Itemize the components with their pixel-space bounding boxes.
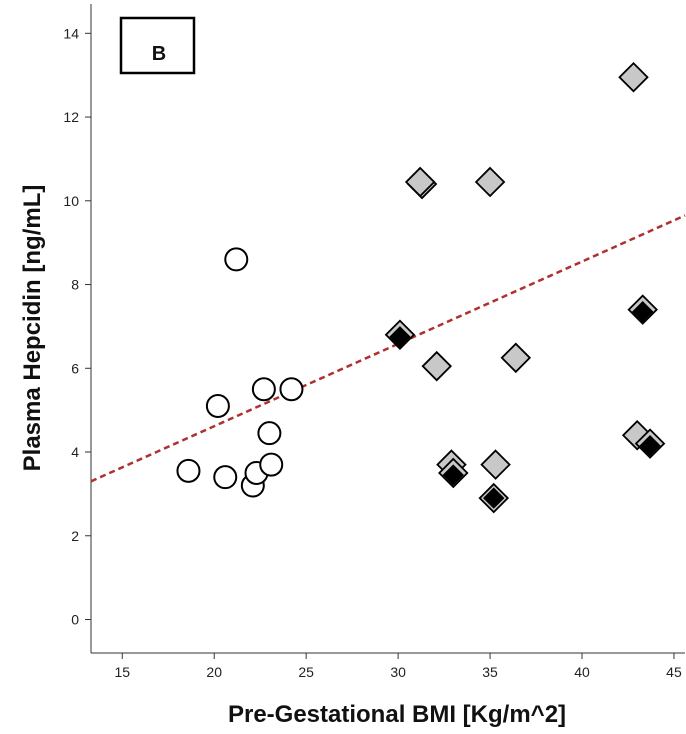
data-point-black-diamond (389, 326, 411, 348)
panel-label-box: B (119, 16, 196, 75)
data-point-gray-diamond (618, 62, 649, 93)
data-point-circle (205, 393, 230, 418)
y-tick-label: 8 (71, 277, 79, 293)
x-tick-label: 25 (298, 664, 314, 680)
y-tick-label: 0 (71, 612, 79, 628)
data-point-gray-diamond (421, 350, 453, 382)
ticks: 15 20 25 30 35 40 45 0 2 4 6 8 10 12 14 (63, 25, 682, 680)
x-tick-label: 15 (114, 664, 130, 680)
data-point-circle (279, 377, 304, 402)
data-point-circle (251, 377, 276, 402)
data-point-gray-diamond (500, 342, 532, 374)
y-tick-label: 12 (63, 109, 79, 125)
trend-line-group (90, 214, 686, 483)
trend-line (90, 214, 686, 483)
data-point-circle (176, 458, 201, 483)
data-point-gray-diamond (474, 166, 506, 198)
y-tick-label: 10 (63, 193, 79, 209)
x-axis-title: Pre-Gestational BMI [Kg/m^2] (228, 701, 566, 728)
data-point-circle (224, 247, 249, 272)
data-points (176, 62, 666, 514)
y-tick-label: 4 (71, 444, 79, 460)
y-axis-title: Plasma Hepcidin [ng/mL] (19, 185, 46, 472)
data-point-gray-diamond (480, 449, 511, 480)
y-axis-title-group: Plasma Hepcidin [ng/mL] (19, 185, 46, 472)
y-tick-label: 14 (63, 25, 79, 41)
data-point-gray-diamond (404, 166, 436, 198)
x-tick-label: 30 (390, 664, 406, 680)
y-tick-label: 6 (71, 360, 79, 376)
y-tick-label: 2 (71, 528, 79, 544)
data-point-circle (259, 452, 284, 477)
data-point-black-diamond (639, 435, 661, 457)
data-point-circle (257, 421, 282, 446)
x-tick-label: 35 (482, 664, 498, 680)
data-point-black-diamond (483, 487, 505, 509)
data-point-circle (213, 465, 238, 490)
data-point-black-diamond (631, 301, 654, 323)
data-point-black-diamond (442, 464, 464, 486)
axes (90, 4, 685, 654)
x-tick-label: 20 (206, 664, 222, 680)
panel-label: B (152, 43, 166, 65)
x-tick-label: 40 (574, 664, 590, 680)
x-tick-label: 45 (666, 664, 682, 680)
